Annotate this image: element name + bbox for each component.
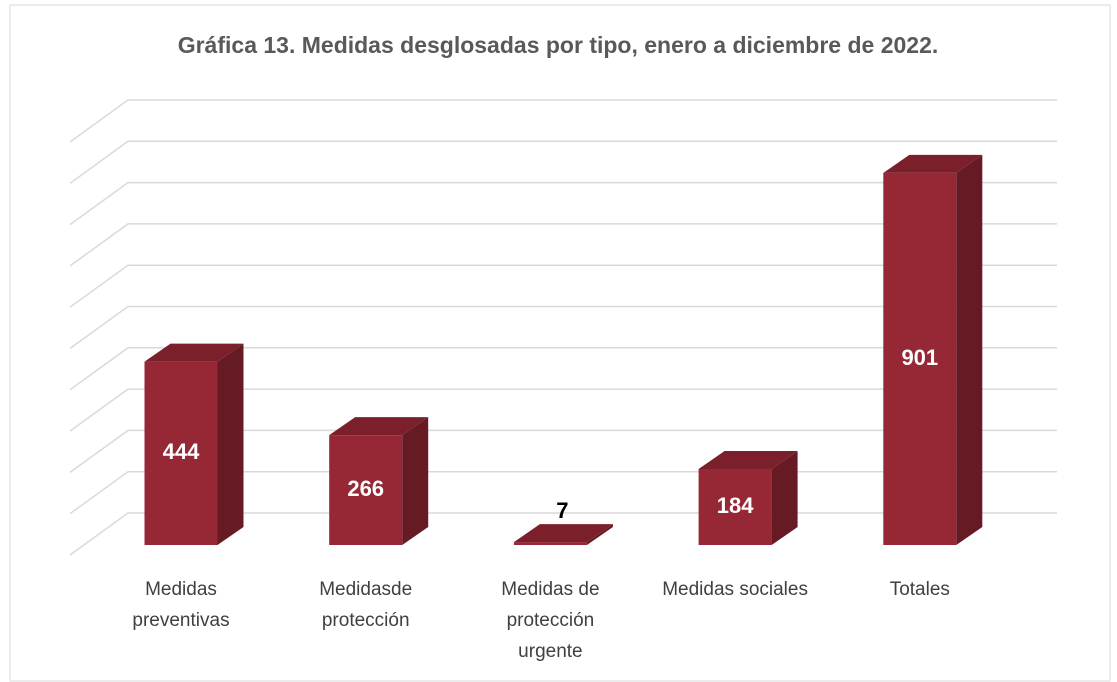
x-tick-label: Medidas de protección urgente bbox=[501, 579, 599, 662]
grid-line bbox=[69, 305, 1057, 350]
grid-line bbox=[69, 264, 1057, 308]
bar-top bbox=[329, 417, 429, 436]
bar-side bbox=[586, 524, 613, 545]
data-label: 444 bbox=[163, 439, 200, 464]
data-label: 7 bbox=[556, 498, 568, 523]
bar bbox=[698, 451, 798, 545]
grid-line bbox=[69, 223, 1057, 267]
bar-front bbox=[513, 542, 587, 545]
bar-side bbox=[956, 154, 983, 545]
bar-front bbox=[883, 172, 957, 545]
bar-side bbox=[217, 343, 244, 545]
grid-line bbox=[69, 347, 1057, 391]
bar-front bbox=[329, 435, 403, 545]
x-tick-label: Medidas preventivas bbox=[132, 579, 229, 631]
bar bbox=[883, 154, 983, 545]
bar-top bbox=[513, 524, 613, 543]
x-tick-label: Totales bbox=[890, 579, 950, 600]
grid-line bbox=[69, 388, 1057, 432]
bar-top bbox=[698, 451, 798, 470]
grid-line bbox=[69, 429, 1057, 474]
bar bbox=[513, 524, 613, 545]
grid-line bbox=[69, 140, 1057, 184]
data-label: 266 bbox=[347, 476, 384, 501]
bar-front bbox=[144, 361, 218, 545]
x-tick-label: Medidasde protección bbox=[319, 579, 412, 631]
chart-title: Gráfica 13. Medidas desglosadas por tipo… bbox=[178, 32, 939, 58]
x-tick-label: Medidas sociales bbox=[662, 579, 808, 600]
data-label: 901 bbox=[901, 345, 938, 370]
bar-side bbox=[402, 417, 429, 545]
bar-top bbox=[883, 154, 983, 173]
grid-line bbox=[69, 181, 1057, 226]
bar-side bbox=[771, 451, 798, 545]
bar-top bbox=[144, 343, 244, 362]
data-label: 184 bbox=[717, 493, 754, 518]
bar bbox=[144, 343, 244, 545]
grid-line bbox=[69, 99, 1057, 143]
bar-front bbox=[698, 469, 772, 545]
bar bbox=[329, 417, 429, 545]
